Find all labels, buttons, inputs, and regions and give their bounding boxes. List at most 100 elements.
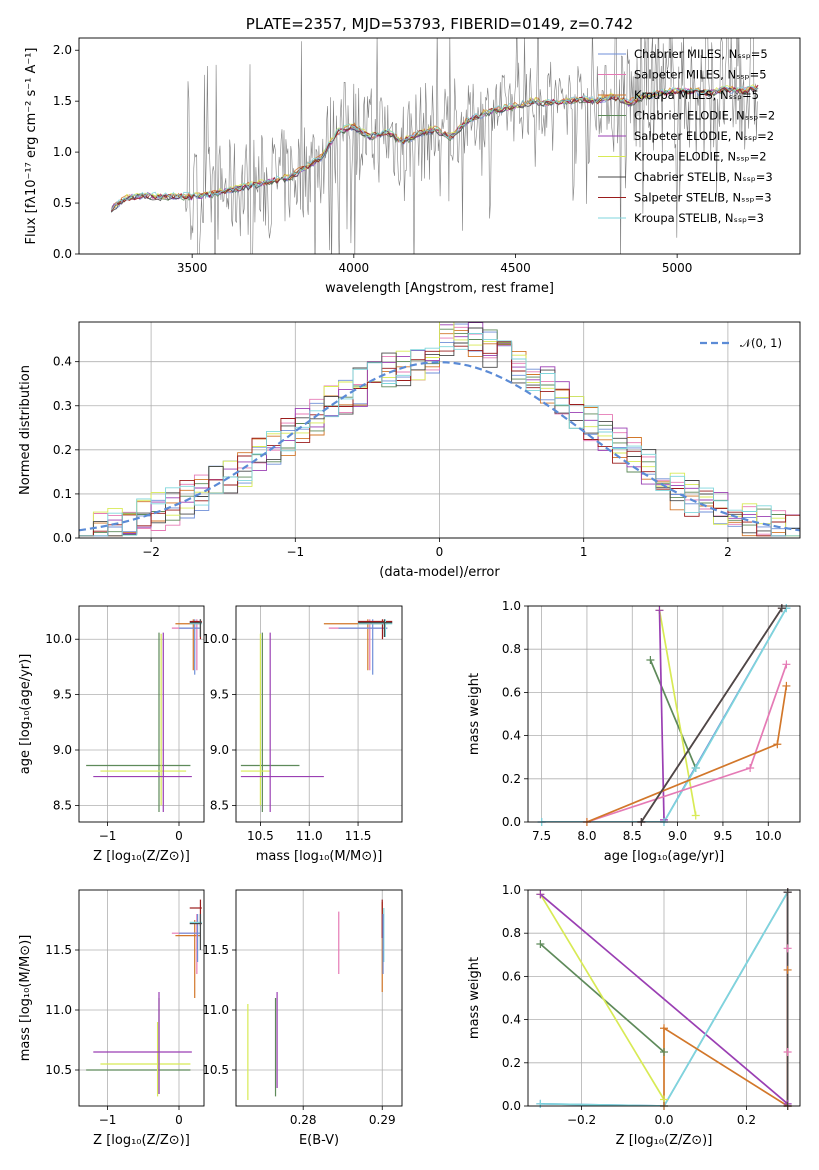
x-tick-label: 7.5	[532, 829, 551, 843]
y-tick-label: 0.2	[502, 1056, 521, 1070]
x-tick-label: 8.0	[577, 829, 596, 843]
x-axis-label: Z [log₁₀(Z/Z⊙)]	[93, 849, 190, 864]
weight-marker	[660, 1048, 668, 1056]
y-tick-label: 9.5	[210, 688, 229, 702]
weight-line	[658, 610, 665, 820]
weight-marker	[783, 944, 792, 953]
weight-marker	[773, 740, 782, 749]
weight-marker	[536, 1099, 545, 1108]
y-tick-label: 0.5	[53, 196, 72, 210]
x-tick-label: 0	[175, 1113, 183, 1127]
axes-frame	[78, 37, 801, 255]
chart-title: PLATE=2357, MJD=53793, FIBERID=0149, z=0…	[246, 15, 633, 33]
x-tick-label: −0.2	[567, 1113, 596, 1127]
y-axis-label: mass weight	[467, 673, 482, 755]
weight-line	[640, 607, 783, 822]
x-tick-label: 9.0	[668, 829, 687, 843]
legend-label: 𝒩(0, 1)	[740, 336, 782, 350]
y-tick-label: 0.4	[502, 729, 521, 743]
x-tick-label: −1	[286, 545, 304, 559]
legend-label: Kroupa MILES, Nₛₛₚ=5	[634, 88, 759, 102]
weight-line	[541, 607, 788, 822]
weight-marker	[660, 1024, 668, 1033]
x-tick-label: 9.5	[713, 829, 732, 843]
plot-area	[541, 607, 788, 822]
residual-histogram	[79, 333, 800, 538]
y-axis-label: Flux [fλ10⁻¹⁷ erg cm⁻² s⁻¹ A⁻¹]	[24, 48, 39, 245]
y-tick-label: 0.8	[502, 642, 521, 656]
x-tick-label: 10.5	[247, 829, 274, 843]
weight-line	[540, 891, 789, 1106]
x-tick-label: 1	[580, 545, 588, 559]
weight-marker	[746, 764, 755, 772]
axes-frame	[78, 889, 205, 1107]
model-spectrum	[110, 84, 759, 212]
weight-marker	[536, 890, 545, 899]
y-tick-label: 11.5	[45, 943, 72, 957]
weight-line	[649, 659, 697, 769]
y-tick-label: 11.0	[202, 1003, 229, 1017]
y-axis-label: mass [log₁₀(M/M⊙)]	[18, 935, 33, 1062]
legend-label: Kroupa ELODIE, Nₛₛₚ=2	[634, 150, 767, 164]
y-tick-label: 0.8	[502, 926, 521, 940]
plot-area	[79, 322, 800, 538]
model-spectrum	[111, 84, 759, 211]
x-tick-label: 0	[436, 545, 444, 559]
x-tick-label: 2	[724, 545, 732, 559]
y-tick-label: 0.0	[53, 531, 72, 545]
y-tick-label: 11.5	[202, 943, 229, 957]
weight-marker	[782, 681, 791, 690]
y-axis-label: mass weight	[467, 957, 482, 1039]
x-axis-label: E(B-V)	[299, 1133, 339, 1148]
x-tick-label: 3500	[177, 261, 208, 275]
x-tick-label: 0	[175, 829, 183, 843]
panel-mass-vs-EBV: 0.28 0.29 10.5 11.0 11.5 E(B-V)	[202, 889, 403, 1148]
x-tick-label: 4500	[500, 261, 531, 275]
y-tick-label: 0.2	[502, 772, 521, 786]
x-tick-label: 0.2	[737, 1113, 756, 1127]
weight-marker	[655, 606, 664, 615]
x-axis-label: Z [log₁₀(Z/Z⊙)]	[93, 1133, 190, 1148]
weight-line	[539, 893, 665, 1100]
x-tick-label: 8.5	[623, 829, 642, 843]
weight-marker	[777, 604, 786, 613]
observed-spectrum	[111, 38, 758, 254]
y-tick-label: 9.0	[53, 743, 72, 757]
x-tick-label: 0.29	[369, 1113, 396, 1127]
plot-area	[240, 619, 393, 813]
panel-residuals: −2 −1 0 1 2 0.0 0.1 0.2 0.3 0.4 (data-model)/error…	[18, 321, 801, 580]
weight-marker	[783, 965, 792, 974]
legend-label: Chabrier STELIB, Nₛₛₚ=3	[634, 170, 773, 184]
axes-frame	[527, 889, 801, 1107]
y-tick-label: 8.5	[53, 798, 72, 812]
y-tick-label: 1.5	[53, 94, 72, 108]
plot-area	[86, 899, 202, 1097]
x-tick-label: −2	[142, 545, 160, 559]
y-tick-label: 0.6	[502, 685, 521, 699]
panel-weight-vs-age: 7.5 8.0 8.5 9.0 9.5 10.0 0.0 0.2 0.4 0.6 0.8 1.0 age…	[467, 599, 801, 864]
panel-spectrum: 3500 4000 4500 5000 0.0 0.5 1.0 1.5 2.0 PLATE=235…	[24, 15, 801, 296]
y-tick-label: 11.0	[45, 1003, 72, 1017]
x-axis-label: Z [log₁₀(Z/Z⊙)]	[616, 1133, 713, 1148]
x-axis-label: (data-model)/error	[379, 565, 500, 580]
panel-age-vs-mass: 10.5 11.0 11.5 8.5 9.0 9.5 10.0 mass [log₁₀(M/M…	[202, 605, 403, 864]
weight-marker	[782, 660, 791, 669]
weight-line	[539, 893, 789, 1105]
weight-marker	[783, 888, 792, 897]
weight-marker	[783, 1048, 792, 1056]
axes-frame	[235, 605, 403, 823]
plot-area	[539, 891, 789, 1106]
y-tick-label: 10.0	[45, 632, 72, 646]
x-tick-label: 11.5	[345, 829, 372, 843]
weight-line	[586, 664, 788, 822]
axes-frame	[527, 605, 801, 823]
x-tick-label: −1	[99, 1113, 117, 1127]
x-tick-label: 0.28	[290, 1113, 317, 1127]
weight-line	[663, 969, 789, 1106]
x-axis-label: mass [log₁₀(M/M⊙)]	[256, 849, 383, 864]
y-tick-label: 0.6	[502, 969, 521, 983]
x-tick-label: 5000	[662, 261, 693, 275]
weight-marker	[691, 811, 700, 820]
y-tick-label: 10.5	[45, 1063, 72, 1077]
